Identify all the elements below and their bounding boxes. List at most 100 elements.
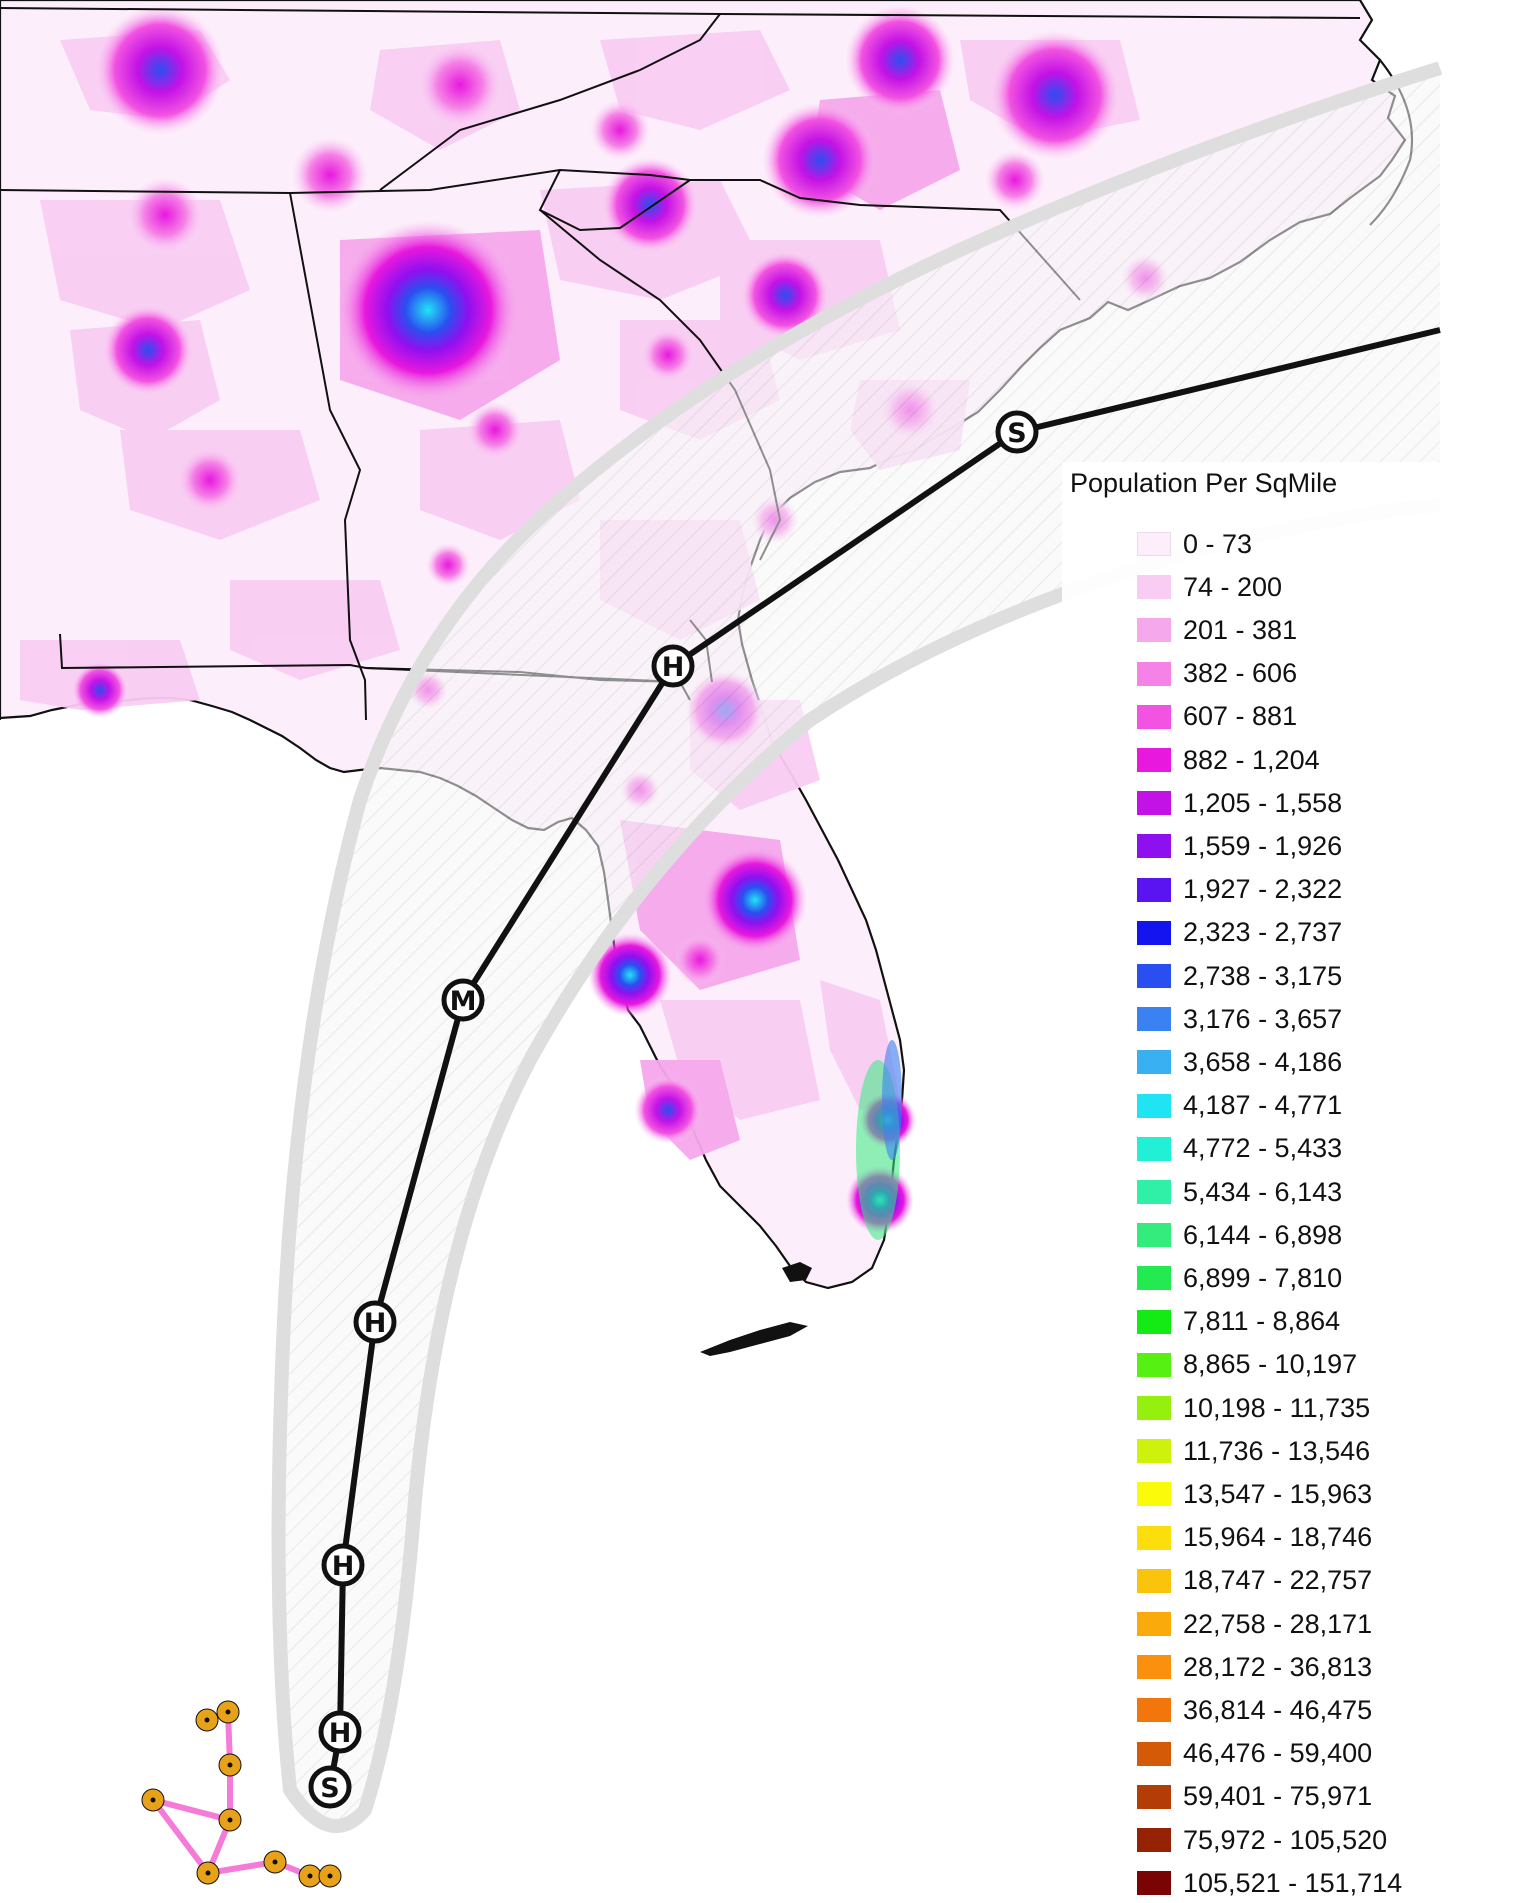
legend-swatch — [1137, 1741, 1171, 1766]
legend-item: 18,747 - 22,757 — [1137, 1561, 1372, 1601]
legend-label: 10,198 - 11,735 — [1183, 1392, 1371, 1423]
legend-item: 22,758 - 28,171 — [1137, 1604, 1372, 1644]
legend-label: 3,658 - 4,186 — [1183, 1046, 1343, 1077]
storm-marker[interactable]: H — [651, 644, 695, 688]
legend-label: 13,547 - 15,963 — [1183, 1478, 1373, 1509]
legend-item: 6,899 - 7,810 — [1137, 1258, 1342, 1298]
legend-label: 28,172 - 36,813 — [1183, 1651, 1373, 1682]
legend-swatch — [1137, 1007, 1171, 1032]
legend-swatch — [1137, 1698, 1171, 1723]
legend-label: 2,323 - 2,737 — [1183, 917, 1343, 948]
legend-swatch — [1137, 1568, 1171, 1593]
legend-item: 3,176 - 3,657 — [1137, 999, 1342, 1039]
legend-swatch — [1137, 575, 1171, 600]
legend-item: 3,658 - 4,186 — [1137, 1042, 1342, 1082]
legend-swatch — [1137, 1482, 1171, 1507]
storm-marker[interactable]: M — [441, 978, 485, 1022]
storm-marker[interactable]: S — [995, 410, 1039, 454]
legend-swatch — [1137, 1266, 1171, 1291]
legend-swatch — [1137, 1352, 1171, 1377]
state-boundaries — [0, 7, 1361, 721]
legend-item: 10,198 - 11,735 — [1137, 1388, 1370, 1428]
legend-item: 1,205 - 1,558 — [1137, 783, 1342, 823]
legend-label: 5,434 - 6,143 — [1183, 1176, 1343, 1207]
legend-label: 6,144 - 6,898 — [1183, 1219, 1343, 1250]
legend-item: 382 - 606 — [1137, 654, 1297, 694]
legend-swatch — [1137, 834, 1171, 859]
boundary-tn-nc — [379, 13, 721, 191]
legend-label: 18,747 - 22,757 — [1183, 1565, 1373, 1596]
legend-swatch — [1137, 1309, 1171, 1334]
legend-item: 0 - 73 — [1137, 524, 1252, 564]
storm-marker[interactable]: H — [321, 1543, 365, 1587]
legend-swatch — [1137, 1439, 1171, 1464]
legend-label: 105,521 - 151,714 — [1183, 1867, 1403, 1898]
legend-item: 2,323 - 2,737 — [1137, 913, 1342, 953]
legend-label: 1,205 - 1,558 — [1183, 787, 1343, 818]
legend-item: 201 - 381 — [1137, 610, 1297, 650]
legend-swatch — [1137, 920, 1171, 945]
storm-marker[interactable]: S — [308, 1765, 352, 1809]
legend-label: 22,758 - 28,171 — [1183, 1608, 1373, 1639]
legend-label: 607 - 881 — [1183, 701, 1298, 732]
legend-swatch — [1137, 704, 1171, 729]
storm-track-line — [327, 327, 1441, 1788]
legend-swatch — [1137, 964, 1171, 988]
legend-label: 0 - 73 — [1183, 528, 1253, 559]
legend-label: 4,187 - 4,771 — [1183, 1090, 1343, 1121]
legend-item: 1,927 - 2,322 — [1137, 870, 1342, 910]
legend-item: 105,521 - 151,714 — [1137, 1863, 1402, 1903]
legend-swatch — [1137, 748, 1171, 772]
legend-swatch — [1137, 1136, 1171, 1161]
legend-label: 8,865 - 10,197 — [1183, 1349, 1358, 1380]
legend-item: 7,811 - 8,864 — [1137, 1302, 1340, 1342]
legend-swatch — [1137, 661, 1171, 686]
legend-label: 36,814 - 46,475 — [1183, 1694, 1373, 1725]
legend-item: 74 - 200 — [1137, 567, 1282, 607]
storm-marker[interactable]: H — [318, 1710, 362, 1754]
legend-label: 4,772 - 5,433 — [1183, 1133, 1343, 1164]
legend-label: 11,736 - 13,546 — [1183, 1435, 1371, 1466]
legend-swatch — [1137, 1871, 1171, 1896]
legend-item: 28,172 - 36,813 — [1137, 1647, 1372, 1687]
secondary-storm-track — [141, 1700, 342, 1888]
legend-label: 201 - 381 — [1183, 614, 1298, 645]
legend-item: 15,964 - 18,746 — [1137, 1518, 1372, 1558]
legend-item: 4,772 - 5,433 — [1137, 1129, 1342, 1169]
legend-swatch — [1137, 1050, 1171, 1075]
legend-swatch — [1137, 1784, 1171, 1809]
legend-swatch — [1137, 1655, 1171, 1680]
legend-item: 59,401 - 75,971 — [1137, 1777, 1372, 1817]
legend-label: 882 - 1,204 — [1183, 744, 1320, 775]
storm-marker[interactable]: H — [353, 1300, 397, 1344]
legend-title: Population Per SqMile — [1070, 468, 1338, 498]
legend-item: 5,434 - 6,143 — [1137, 1172, 1342, 1212]
legend-label: 1,927 - 2,322 — [1183, 874, 1343, 905]
legend-swatch — [1137, 791, 1171, 816]
legend-label: 382 - 606 — [1183, 658, 1298, 689]
legend-label: 75,972 - 105,520 — [1183, 1824, 1388, 1855]
boundary-al-ga — [289, 192, 367, 721]
legend-label: 1,559 - 1,926 — [1183, 830, 1343, 861]
boundary-tn-south — [0, 168, 691, 195]
legend-item: 36,814 - 46,475 — [1137, 1690, 1372, 1730]
legend-swatch — [1137, 1612, 1171, 1636]
storm-marker-label: M — [450, 986, 477, 1017]
florida-keys — [700, 1322, 808, 1356]
legend-swatch — [1137, 877, 1171, 902]
legend-label: 2,738 - 3,175 — [1183, 960, 1343, 991]
legend-swatch — [1137, 1180, 1171, 1204]
legend-label: 6,899 - 7,810 — [1183, 1262, 1343, 1293]
legend-item: 4,187 - 4,771 — [1137, 1086, 1342, 1126]
florida-bay-islands — [782, 1262, 812, 1282]
legend-label: 59,401 - 75,971 — [1183, 1781, 1373, 1812]
legend-label: 15,964 - 18,746 — [1183, 1522, 1373, 1553]
storm-marker-label: H — [332, 1551, 355, 1582]
legend-item: 11,736 - 13,546 — [1137, 1431, 1370, 1471]
map-legend: Population Per SqMile 0 - 73 74 - 200 201 … — [1062, 462, 1532, 1898]
legend-label: 74 - 200 — [1183, 571, 1283, 602]
legend-item: 8,865 - 10,197 — [1137, 1345, 1357, 1385]
storm-marker-label: H — [329, 1718, 352, 1749]
